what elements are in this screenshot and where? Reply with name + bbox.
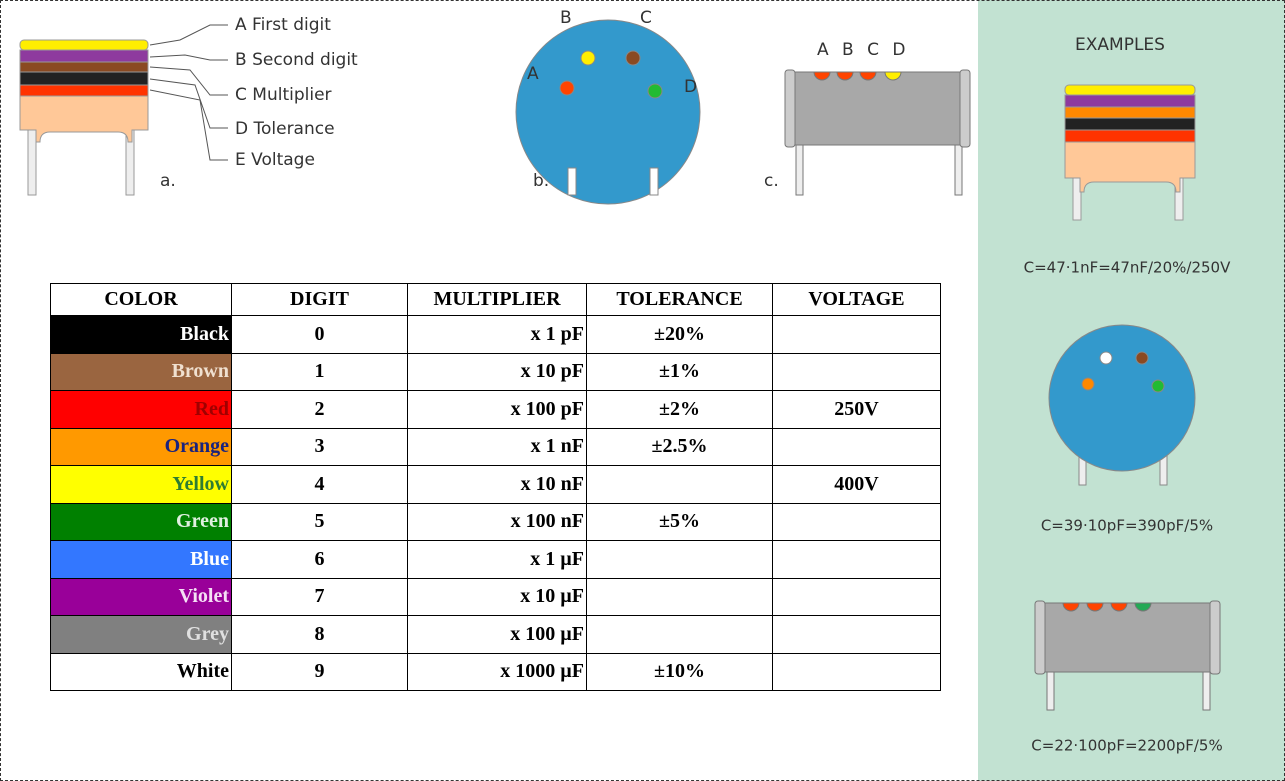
table-cell: 400V: [772, 465, 941, 504]
table-cell: 3: [231, 427, 408, 466]
label: C Multiplier: [235, 85, 332, 105]
table-cell: [772, 315, 941, 354]
table-row: Brown 1 x 10 pF ±1%: [50, 352, 941, 391]
table-cell: 4: [231, 465, 408, 504]
table-row: White 9 x 1000 µF ±10%: [50, 652, 941, 691]
table-cell: ±5%: [586, 502, 773, 541]
table-cell: x 1 nF: [407, 427, 587, 466]
examples-title: EXAMPLES: [1075, 35, 1165, 55]
table-cell: Orange: [50, 427, 232, 466]
header-cell: TOLERANCE: [586, 283, 773, 316]
table-cell: [772, 615, 941, 654]
table-cell: x 100 µF: [407, 615, 587, 654]
table-row: Grey 8 x 100 µF: [50, 615, 941, 654]
example-caption: C=47·1nF=47nF/20%/250V: [1024, 259, 1231, 277]
table-cell: x 10 µF: [407, 577, 587, 616]
table-cell: Brown: [50, 352, 232, 391]
tag: a.: [160, 171, 176, 191]
table-cell: [772, 540, 941, 579]
table-cell: 2: [231, 390, 408, 429]
table-cell: 7: [231, 577, 408, 616]
table-cell: 0: [231, 315, 408, 354]
table-cell: ±10%: [586, 652, 773, 691]
table-cell: Black: [50, 315, 232, 354]
table-cell: [586, 465, 773, 504]
table-cell: x 10 pF: [407, 352, 587, 391]
table-cell: ±20%: [586, 315, 773, 354]
table-cell: Red: [50, 390, 232, 429]
table-cell: Violet: [50, 577, 232, 616]
table-row: Orange 3 x 1 nF ±2.5%: [50, 427, 941, 466]
table-cell: x 100 pF: [407, 390, 587, 429]
table-cell: Green: [50, 502, 232, 541]
label: A First digit: [235, 15, 331, 35]
table-cell: [772, 502, 941, 541]
letter: D: [684, 77, 697, 97]
table-row: Blue 6 x 1 µF: [50, 540, 941, 579]
table-cell: 5: [231, 502, 408, 541]
header-cell: DIGIT: [231, 283, 408, 316]
table-cell: Grey: [50, 615, 232, 654]
table-cell: [772, 427, 941, 466]
table-cell: 9: [231, 652, 408, 691]
table-cell: [772, 352, 941, 391]
example-1: [1064, 84, 1196, 221]
example-caption: C=22·100pF=2200pF/5%: [1031, 737, 1222, 755]
letters: A B C D: [817, 40, 909, 60]
table-cell: x 1 µF: [407, 540, 587, 579]
table-row: Violet 7 x 10 µF: [50, 577, 941, 616]
capacitor-c: [784, 69, 971, 196]
table-row: Green 5 x 100 nF ±5%: [50, 502, 941, 541]
table-cell: ±1%: [586, 352, 773, 391]
example-2: [1048, 324, 1196, 486]
table-row: Black 0 x 1 pF ±20%: [50, 315, 941, 354]
table-cell: [772, 577, 941, 616]
table-cell: x 100 nF: [407, 502, 587, 541]
capacitor-a: [19, 24, 228, 196]
table-cell: [772, 652, 941, 691]
header-cell: MULTIPLIER: [407, 283, 587, 316]
table-cell: [586, 540, 773, 579]
table-row: Red 2 x 100 pF ±2% 250V: [50, 390, 941, 429]
label: E Voltage: [235, 150, 315, 170]
color-code-table: COLOR DIGIT MULTIPLIER TOLERANCE VOLTAGE Blac…: [50, 283, 941, 691]
table-cell: Yellow: [50, 465, 232, 504]
example-3: [1034, 600, 1221, 711]
example-caption: C=39·10pF=390pF/5%: [1041, 517, 1213, 535]
table-cell: [586, 577, 773, 616]
table-cell: White: [50, 652, 232, 691]
capacitor-b: [515, 19, 701, 205]
label: D Tolerance: [235, 119, 335, 139]
letter: A: [527, 64, 539, 84]
tag: b.: [533, 171, 549, 191]
table-cell: ±2.5%: [586, 427, 773, 466]
table-cell: x 10 nF: [407, 465, 587, 504]
header-row: COLOR DIGIT MULTIPLIER TOLERANCE VOLTAGE: [50, 283, 941, 316]
table-cell: 1: [231, 352, 408, 391]
header-cell: VOLTAGE: [772, 283, 941, 316]
table-cell: x 1 pF: [407, 315, 587, 354]
header-cell: COLOR: [50, 283, 232, 316]
label: B Second digit: [235, 50, 358, 70]
table-cell: 250V: [772, 390, 941, 429]
table-cell: 8: [231, 615, 408, 654]
table-cell: [586, 615, 773, 654]
letter: C: [640, 8, 652, 28]
table-cell: 6: [231, 540, 408, 579]
table-cell: Blue: [50, 540, 232, 579]
table-cell: ±2%: [586, 390, 773, 429]
table-row: Yellow 4 x 10 nF 400V: [50, 465, 941, 504]
tag: c.: [764, 171, 779, 191]
table-cell: x 1000 µF: [407, 652, 587, 691]
letter: B: [560, 8, 572, 28]
